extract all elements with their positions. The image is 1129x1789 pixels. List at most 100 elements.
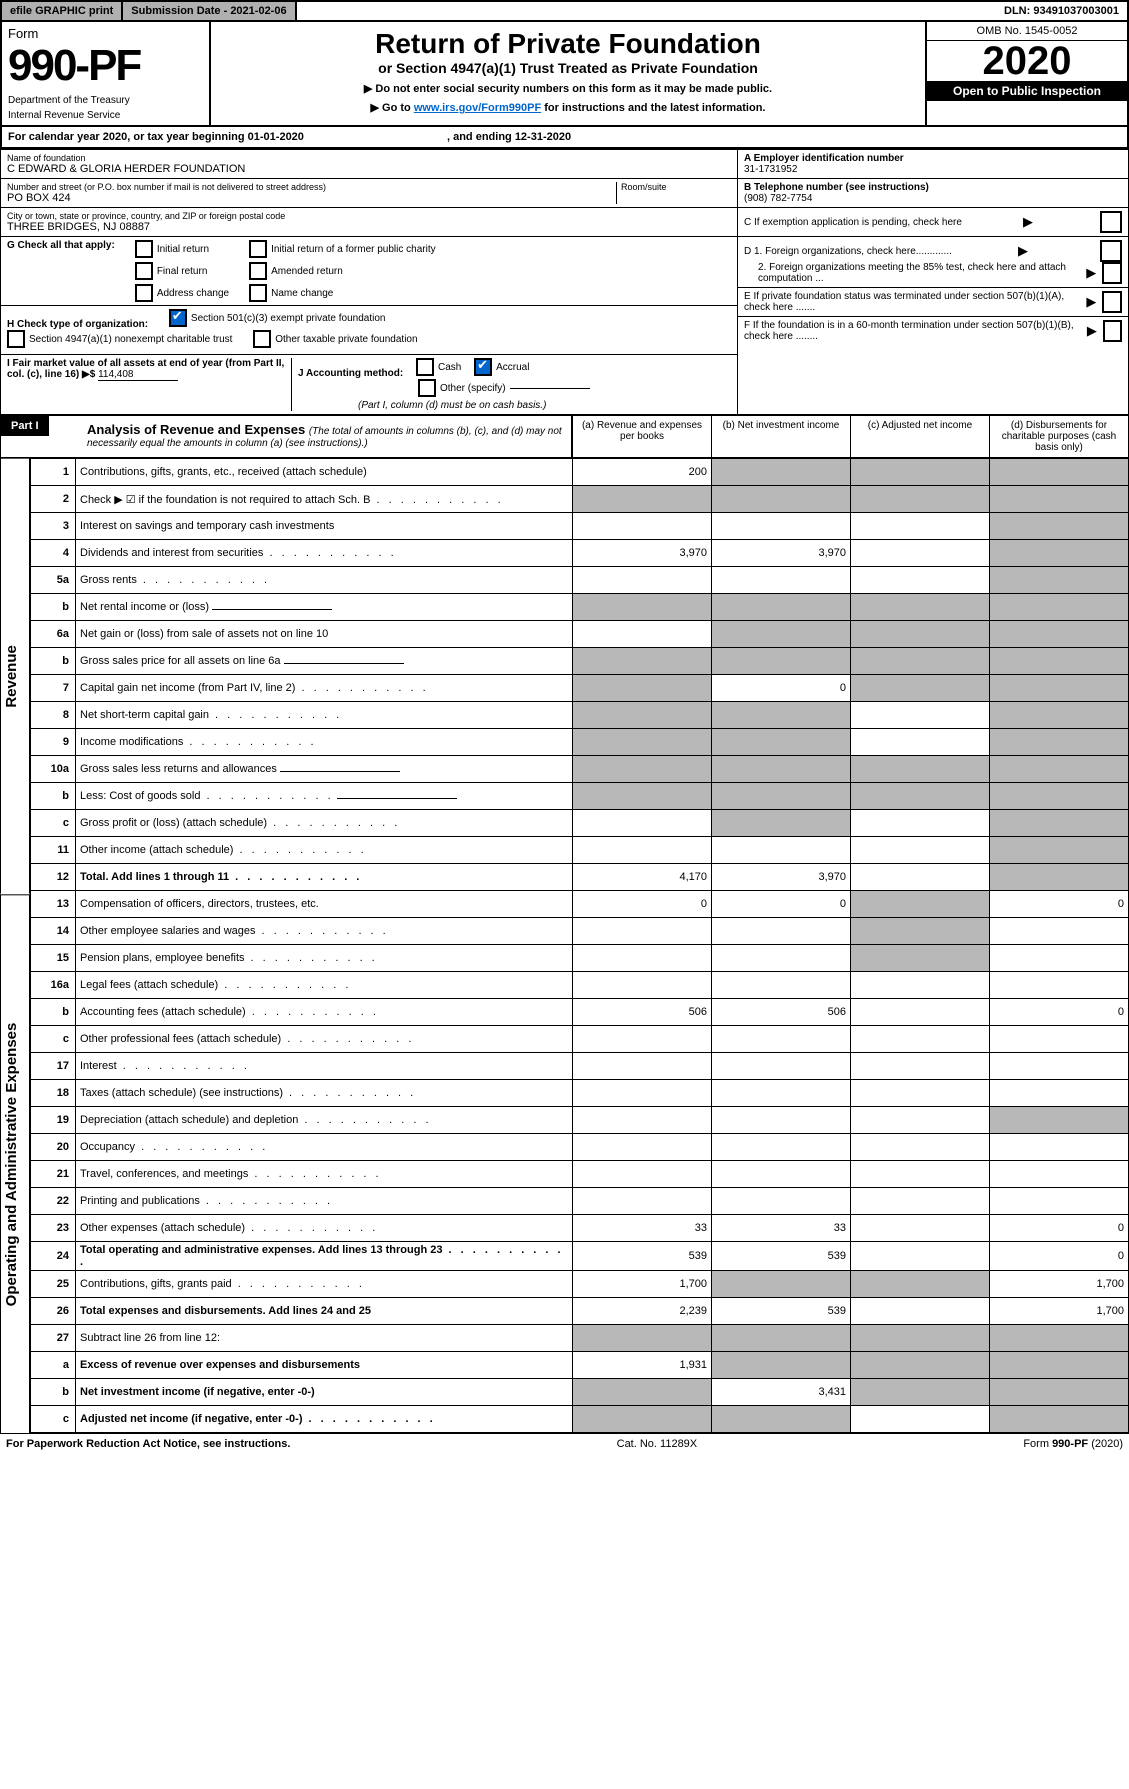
value-cell (990, 783, 1129, 810)
value-cell (573, 1406, 712, 1433)
value-cell (573, 648, 712, 675)
cb-final-return[interactable]: Final return (135, 262, 229, 280)
value-cell (851, 756, 990, 783)
cb-d2[interactable] (1102, 262, 1122, 284)
row-number: 10a (31, 756, 76, 783)
row-number: 13 (31, 891, 76, 918)
value-cell: 506 (573, 999, 712, 1026)
cb-c[interactable] (1100, 211, 1122, 233)
cb-name-change[interactable]: Name change (249, 284, 436, 302)
row-number: 8 (31, 702, 76, 729)
address: PO BOX 424 (7, 192, 616, 204)
ein: 31-1731952 (744, 164, 1122, 175)
value-cell (851, 1352, 990, 1379)
row-number: 11 (31, 837, 76, 864)
value-cell (712, 837, 851, 864)
value-cell (712, 513, 851, 540)
main-grid: 1Contributions, gifts, grants, etc., rec… (30, 458, 1129, 1433)
cb-e[interactable] (1102, 291, 1122, 313)
row-number: b (31, 999, 76, 1026)
section-h: H Check type of organization: Section 50… (1, 306, 737, 355)
irs-link[interactable]: www.irs.gov/Form990PF (414, 102, 541, 114)
h-label: H Check type of organization: (7, 319, 148, 330)
row-desc: Taxes (attach schedule) (see instruction… (76, 1080, 573, 1107)
cb-d1[interactable] (1100, 240, 1122, 262)
value-cell (851, 1242, 990, 1271)
value-cell (851, 729, 990, 756)
value-cell (573, 1080, 712, 1107)
cb-f[interactable] (1103, 320, 1122, 342)
row-number: 9 (31, 729, 76, 756)
table-row: 13Compensation of officers, directors, t… (31, 891, 1129, 918)
value-cell (851, 891, 990, 918)
value-cell (990, 594, 1129, 621)
ein-label: A Employer identification number (744, 153, 1122, 164)
row-desc: Capital gain net income (from Part IV, l… (76, 675, 573, 702)
cb-4947[interactable]: Section 4947(a)(1) nonexempt charitable … (7, 330, 232, 348)
row-desc: Printing and publications (76, 1188, 573, 1215)
row-number: b (31, 783, 76, 810)
instruction-1: ▶ Do not enter social security numbers o… (217, 82, 919, 95)
room-label: Room/suite (621, 182, 731, 192)
col-c-header: (c) Adjusted net income (850, 416, 989, 457)
expenses-section-label: Operating and Administrative Expenses (0, 894, 30, 1433)
value-cell (851, 621, 990, 648)
table-row: 27Subtract line 26 from line 12: (31, 1325, 1129, 1352)
row-number: b (31, 1379, 76, 1406)
row-number: 3 (31, 513, 76, 540)
value-cell (712, 1026, 851, 1053)
value-cell (990, 945, 1129, 972)
tax-year: 2020 (927, 41, 1127, 81)
table-row: 9Income modifications (31, 729, 1129, 756)
row-desc: Total operating and administrative expen… (76, 1242, 573, 1271)
row-desc: Pension plans, employee benefits (76, 945, 573, 972)
cb-initial-former[interactable]: Initial return of a former public charit… (249, 240, 436, 258)
cb-other-method[interactable]: Other (specify) (418, 379, 590, 397)
row-desc: Less: Cost of goods sold (76, 783, 573, 810)
row-desc: Occupancy (76, 1134, 573, 1161)
city: THREE BRIDGES, NJ 08887 (7, 221, 731, 233)
row-desc: Other income (attach schedule) (76, 837, 573, 864)
cb-other-taxable[interactable]: Other taxable private foundation (253, 330, 417, 348)
cb-501c3[interactable]: Section 501(c)(3) exempt private foundat… (169, 309, 386, 327)
row-desc: Total expenses and disbursements. Add li… (76, 1298, 573, 1325)
value-cell: 0 (990, 1215, 1129, 1242)
value-cell (573, 594, 712, 621)
value-cell (990, 972, 1129, 999)
table-row: cOther professional fees (attach schedul… (31, 1026, 1129, 1053)
cb-address-change[interactable]: Address change (135, 284, 229, 302)
value-cell: 2,239 (573, 1298, 712, 1325)
value-cell (573, 1161, 712, 1188)
row-number: 12 (31, 864, 76, 891)
value-cell (573, 837, 712, 864)
row-desc: Net short-term capital gain (76, 702, 573, 729)
row-number: 19 (31, 1107, 76, 1134)
row-number: b (31, 648, 76, 675)
cb-cash[interactable]: Cash (416, 358, 461, 376)
value-cell (851, 1215, 990, 1242)
value-cell (712, 945, 851, 972)
value-cell (851, 1325, 990, 1352)
value-cell (990, 675, 1129, 702)
value-cell (990, 1161, 1129, 1188)
table-row: 25Contributions, gifts, grants paid1,700… (31, 1271, 1129, 1298)
dln: DLN: 93491037003001 (996, 2, 1127, 20)
value-cell (573, 945, 712, 972)
value-cell (851, 918, 990, 945)
value-cell (990, 918, 1129, 945)
value-cell (990, 864, 1129, 891)
form-header: Form 990-PF Department of the Treasury I… (0, 22, 1129, 127)
value-cell (573, 972, 712, 999)
value-cell (851, 972, 990, 999)
efile-label: efile GRAPHIC print (2, 2, 123, 20)
cb-accrual[interactable]: Accrual (474, 358, 529, 376)
g-label: G Check all that apply: (7, 240, 115, 251)
col-d-header: (d) Disbursements for charitable purpose… (989, 416, 1128, 457)
row-number: a (31, 1352, 76, 1379)
value-cell (990, 1352, 1129, 1379)
row-number: c (31, 1406, 76, 1433)
row-number: c (31, 1026, 76, 1053)
cb-initial-return[interactable]: Initial return (135, 240, 229, 258)
cb-amended[interactable]: Amended return (249, 262, 436, 280)
row-number: 21 (31, 1161, 76, 1188)
